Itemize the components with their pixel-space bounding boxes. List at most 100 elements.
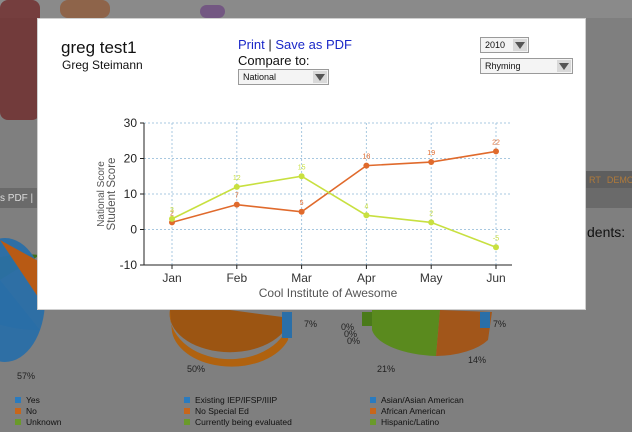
save-as-pdf-link[interactable]: Save as PDF bbox=[275, 37, 352, 52]
banner-illustration bbox=[0, 0, 40, 120]
data-point bbox=[428, 219, 435, 226]
background-heading: dents: bbox=[587, 224, 626, 240]
legend-swatch bbox=[370, 418, 376, 425]
legend-label: Asian/Asian American bbox=[381, 394, 464, 405]
pie-percentage: 0% bbox=[344, 329, 358, 339]
data-label: 19 bbox=[427, 150, 435, 157]
data-point bbox=[428, 159, 435, 166]
pie-legend-1: Yes No Unknown bbox=[15, 394, 61, 427]
data-point bbox=[493, 148, 499, 155]
legend-swatch bbox=[184, 407, 190, 414]
link-separator: | bbox=[268, 37, 272, 52]
chevron-down-icon bbox=[557, 60, 571, 72]
score-chart-modal: greg test1 Greg Steimann Print | Save as… bbox=[37, 18, 586, 310]
pie-chart-2 bbox=[169, 310, 292, 367]
legend-swatch bbox=[184, 418, 190, 425]
legend-item: No Special Ed bbox=[184, 405, 292, 416]
pie-percentage: 14% bbox=[468, 355, 487, 365]
y-tick-label: -10 bbox=[120, 258, 138, 272]
legend-item: No bbox=[15, 405, 61, 416]
background-tabs: RT DEMO bbox=[585, 171, 632, 188]
compare-to-label: Compare to: bbox=[238, 53, 310, 68]
pie-percentage: 57% bbox=[17, 371, 36, 381]
student-fullname: Greg Steimann bbox=[62, 58, 143, 72]
x-tick-label: Jun bbox=[486, 271, 505, 285]
data-point bbox=[233, 201, 240, 208]
y-axis-title: Student Score bbox=[106, 158, 118, 231]
legend-label: Currently being evaluated bbox=[195, 416, 292, 427]
legend-label: Unknown bbox=[26, 416, 62, 427]
data-label: 2 bbox=[170, 210, 174, 217]
legend-item: Unknown bbox=[15, 416, 61, 427]
pie-chart-1 bbox=[0, 238, 45, 362]
data-label: 12 bbox=[233, 175, 241, 182]
background-banner bbox=[0, 0, 632, 18]
data-point bbox=[493, 244, 499, 251]
legend-label: Existing IEP/IFSP/IIIP bbox=[195, 394, 278, 405]
chevron-down-icon bbox=[513, 39, 527, 51]
pie-percentage: 0% bbox=[341, 322, 355, 332]
legend-swatch bbox=[370, 396, 376, 403]
data-label: 18 bbox=[363, 154, 371, 161]
background-tab: DEMO bbox=[606, 174, 632, 185]
banner-illustration bbox=[200, 5, 225, 18]
pie-chart-3 bbox=[362, 310, 492, 356]
pie-legend-3: Asian/Asian American African American Hi… bbox=[370, 394, 464, 427]
legend-label: No bbox=[26, 405, 37, 416]
legend-swatch bbox=[184, 396, 190, 403]
x-axis-title: Cool Institute of Awesome bbox=[259, 286, 398, 300]
y-tick-label: 30 bbox=[124, 116, 138, 130]
pie-percentage: 0% bbox=[347, 336, 361, 346]
data-point bbox=[298, 173, 305, 180]
legend-item: Asian/Asian American bbox=[370, 394, 464, 405]
skill-select[interactable]: Rhyming bbox=[480, 58, 573, 74]
data-point bbox=[233, 183, 240, 190]
data-label: 15 bbox=[298, 164, 306, 171]
data-label: 3 bbox=[170, 207, 174, 214]
pie-percentage: 21% bbox=[377, 364, 396, 374]
legend-item: Yes bbox=[15, 394, 61, 405]
x-tick-label: May bbox=[420, 271, 443, 285]
student-username: greg test1 bbox=[61, 38, 137, 57]
data-point bbox=[169, 215, 175, 222]
data-label: -5 bbox=[493, 235, 499, 242]
y-axis-title: National Score bbox=[96, 161, 107, 227]
legend-swatch bbox=[15, 407, 21, 414]
legend-swatch bbox=[15, 418, 21, 425]
action-links: Print | Save as PDF bbox=[238, 37, 352, 52]
data-point bbox=[298, 208, 305, 215]
compare-to-value: National bbox=[243, 72, 277, 82]
y-tick-label: 20 bbox=[124, 152, 138, 166]
data-label: 7 bbox=[235, 193, 239, 200]
score-line-chart: -10 0 10 20 30 Jan Feb Mar Apr May Jun Cool Institu… bbox=[96, 116, 512, 300]
pie-percentage: 50% bbox=[187, 364, 206, 374]
x-tick-label: Mar bbox=[291, 271, 312, 285]
year-value: 2010 bbox=[485, 40, 506, 50]
skill-value: Rhyming bbox=[485, 61, 521, 71]
year-select[interactable]: 2010 bbox=[480, 37, 529, 53]
data-label: 5 bbox=[300, 200, 304, 207]
x-tick-label: Apr bbox=[357, 271, 376, 285]
data-label: 22 bbox=[492, 139, 500, 146]
pie-legend-2: Existing IEP/IFSP/IIIP No Special Ed Cur… bbox=[184, 394, 292, 427]
x-tick-label: Feb bbox=[226, 271, 247, 285]
print-link[interactable]: Print bbox=[238, 37, 265, 52]
chevron-down-icon bbox=[313, 71, 327, 83]
data-point bbox=[363, 212, 370, 219]
series-line bbox=[171, 175, 497, 248]
compare-to-select[interactable]: National bbox=[238, 69, 329, 85]
legend-item: Currently being evaluated bbox=[184, 416, 292, 427]
banner-illustration bbox=[60, 0, 110, 18]
legend-label: No Special Ed bbox=[195, 405, 249, 416]
legend-item: African American bbox=[370, 405, 464, 416]
pie-percentage: 7% bbox=[493, 319, 507, 329]
series-line bbox=[171, 150, 497, 224]
x-tick-label: Jan bbox=[162, 271, 181, 285]
legend-label: Hispanic/Latino bbox=[381, 416, 440, 427]
legend-label: Yes bbox=[26, 394, 40, 405]
background-tab: RT bbox=[589, 174, 601, 185]
legend-label: African American bbox=[381, 405, 446, 416]
background-pdf-link: s PDF | bbox=[0, 193, 34, 204]
y-tick-label: 0 bbox=[130, 223, 137, 237]
